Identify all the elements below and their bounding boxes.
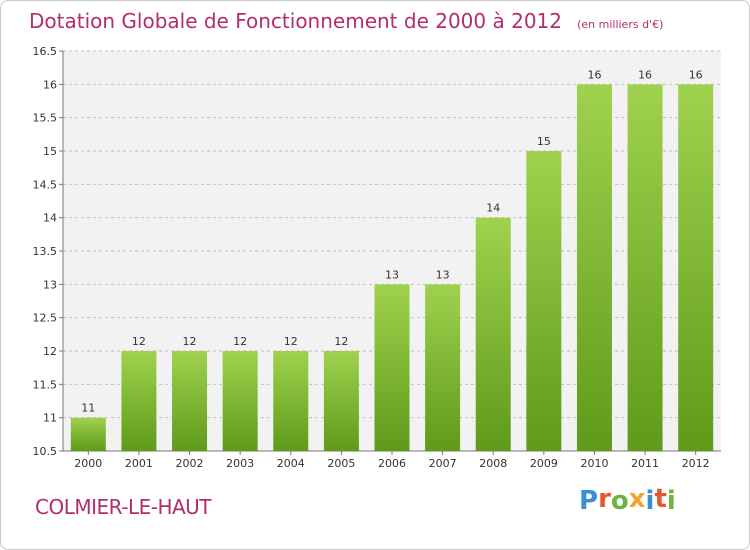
x-tick-label: 2004 (277, 457, 305, 470)
x-tick-label: 2011 (631, 457, 659, 470)
bar-value-label: 12 (132, 335, 146, 348)
bar (475, 217, 511, 451)
x-tick-label: 2009 (530, 457, 558, 470)
bar-value-label: 12 (334, 335, 348, 348)
bar-value-label: 13 (436, 268, 450, 281)
logo-letter: P (579, 486, 599, 516)
y-tick-label: 11 (43, 412, 57, 425)
bar-value-label: 12 (183, 335, 197, 348)
y-tick-label: 15 (43, 145, 57, 158)
bar (374, 284, 410, 451)
logo-letter: i (645, 486, 655, 516)
y-tick-label: 15.5 (33, 112, 58, 125)
bar (172, 351, 208, 451)
x-tick-label: 2005 (327, 457, 355, 470)
bar (70, 417, 106, 451)
chart-title: Dotation Globale de Fonctionnement de 20… (29, 9, 562, 33)
bar (222, 351, 258, 451)
logo-letter: x (628, 484, 646, 514)
x-tick-label: 2007 (429, 457, 457, 470)
bar-value-label: 16 (689, 68, 703, 81)
y-tick-label: 14.5 (33, 178, 58, 191)
x-tick-label: 2008 (479, 457, 507, 470)
logo-letter: t (654, 484, 667, 514)
bar-value-label: 13 (385, 268, 399, 281)
bar (627, 84, 663, 451)
x-tick-label: 2003 (226, 457, 254, 470)
y-tick-label: 10.5 (33, 445, 58, 458)
commune-name: COLMIER-LE-HAUT (35, 495, 212, 519)
x-tick-label: 2002 (176, 457, 204, 470)
y-tick-label: 13 (43, 278, 57, 291)
y-tick-label: 16.5 (33, 45, 58, 58)
bar (273, 351, 309, 451)
logo-letter: i (666, 486, 676, 516)
title-row: Dotation Globale de Fonctionnement de 20… (29, 9, 663, 33)
bar-value-label: 14 (486, 202, 500, 215)
bar (425, 284, 461, 451)
bar (526, 151, 562, 451)
x-tick-label: 2012 (682, 457, 710, 470)
bar-value-label: 11 (81, 402, 95, 415)
bar (576, 84, 612, 451)
bar-value-label: 16 (587, 68, 601, 81)
y-tick-label: 12 (43, 345, 57, 358)
y-tick-label: 14 (43, 212, 57, 225)
bar (678, 84, 714, 451)
bar-value-label: 12 (233, 335, 247, 348)
y-tick-label: 11.5 (33, 378, 58, 391)
bar-value-label: 16 (638, 68, 652, 81)
bar-value-label: 12 (284, 335, 298, 348)
x-tick-label: 2001 (125, 457, 153, 470)
logo-letter: r (598, 484, 611, 514)
logo-letter: o (610, 486, 629, 516)
y-tick-label: 13.5 (33, 245, 58, 258)
x-tick-label: 2000 (74, 457, 102, 470)
x-tick-label: 2006 (378, 457, 406, 470)
chart-subtitle: (en milliers d'€) (577, 18, 664, 31)
bar-value-label: 15 (537, 135, 551, 148)
proxiti-logo[interactable]: Proxiti (579, 484, 676, 516)
y-tick-label: 16 (43, 78, 57, 91)
y-tick-label: 12.5 (33, 312, 58, 325)
x-tick-label: 2010 (580, 457, 608, 470)
bar (121, 351, 157, 451)
bar (323, 351, 359, 451)
